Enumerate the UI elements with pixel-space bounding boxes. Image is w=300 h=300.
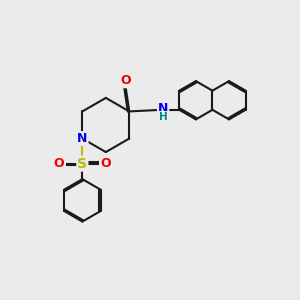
Text: O: O [120,74,130,87]
Text: S: S [77,157,87,170]
Text: N: N [158,102,168,116]
Text: H: H [159,112,167,122]
Text: O: O [100,157,111,170]
Text: N: N [77,132,88,145]
Text: O: O [54,157,64,170]
